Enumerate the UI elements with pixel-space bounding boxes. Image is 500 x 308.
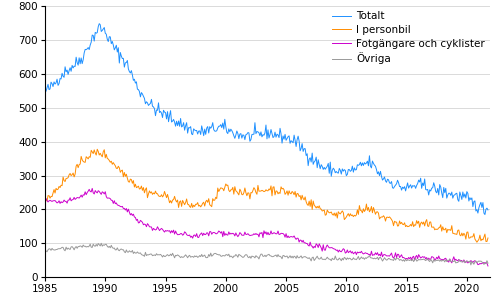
- Fotgängare och cyklister: [441, 258, 447, 261]
- I personbil: [358, 209, 364, 212]
- Totalt: [232, 136, 238, 140]
- I personbil: [275, 192, 281, 196]
- Fotgängare och cyklister: [261, 229, 267, 233]
- Line: Fotgängare och cyklister: Fotgängare och cyklister: [45, 188, 488, 266]
- I personbil: [441, 228, 447, 232]
- Line: I personbil: I personbil: [45, 149, 488, 242]
- I personbil: [261, 190, 267, 193]
- Övriga: [232, 254, 238, 258]
- Övriga: [358, 257, 364, 260]
- Totalt: [272, 130, 278, 134]
- I personbil: [272, 193, 278, 197]
- Övriga: [468, 263, 474, 267]
- Fotgängare och cyklister: [275, 229, 281, 233]
- I personbil: [474, 240, 480, 244]
- I personbil: [232, 185, 238, 188]
- Totalt: [358, 160, 364, 164]
- Övriga: [261, 254, 267, 258]
- I personbil: [485, 236, 491, 240]
- Övriga: [485, 261, 491, 265]
- Övriga: [441, 258, 447, 262]
- Totalt: [275, 133, 281, 137]
- Totalt: [96, 22, 102, 26]
- Totalt: [42, 88, 48, 92]
- I personbil: [94, 148, 100, 151]
- Totalt: [485, 208, 491, 212]
- Fotgängare och cyklister: [272, 231, 278, 235]
- Övriga: [275, 253, 281, 257]
- Totalt: [482, 213, 488, 217]
- Fotgängare och cyklister: [485, 264, 491, 268]
- I personbil: [42, 202, 48, 206]
- Legend: Totalt, I personbil, Fotgängare och cyklister, Övriga: Totalt, I personbil, Fotgängare och cykl…: [330, 9, 487, 66]
- Line: Övriga: Övriga: [45, 243, 488, 265]
- Övriga: [272, 254, 278, 257]
- Fotgängare och cyklister: [358, 251, 364, 255]
- Fotgängare och cyklister: [42, 198, 48, 202]
- Totalt: [261, 133, 267, 137]
- Line: Totalt: Totalt: [45, 24, 488, 215]
- Fotgängare och cyklister: [89, 187, 95, 190]
- Övriga: [98, 241, 104, 245]
- Fotgängare och cyklister: [232, 234, 238, 238]
- Övriga: [42, 250, 48, 253]
- Totalt: [441, 186, 447, 189]
